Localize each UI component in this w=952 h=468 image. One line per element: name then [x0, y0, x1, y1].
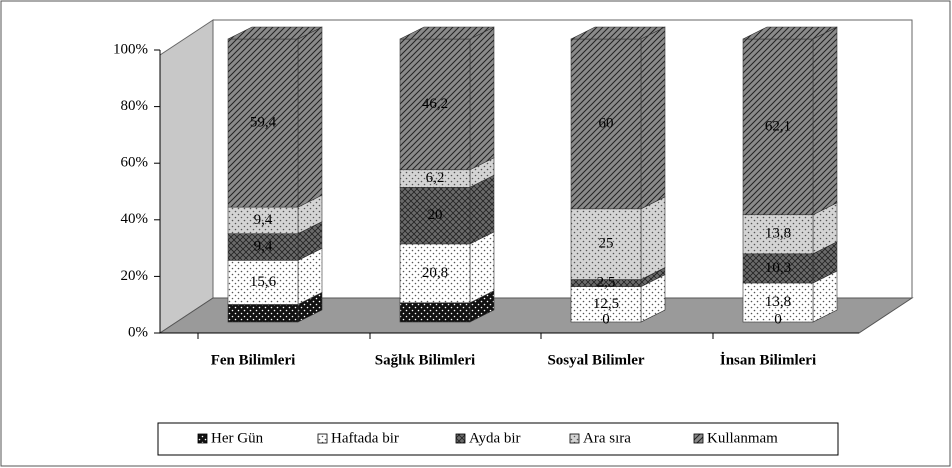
value-label: 0 [774, 311, 782, 327]
value-label: 25 [599, 236, 614, 252]
value-label: 13,8 [765, 226, 791, 242]
legend-swatch [455, 433, 466, 444]
legend-label: Ara sıra [583, 430, 631, 446]
bar-side [812, 26, 838, 216]
value-label: 2,5 [597, 275, 616, 291]
legend-label: Ayda bir [469, 430, 521, 446]
side-wall [159, 19, 214, 334]
y-tick-label: 0% [128, 324, 148, 340]
bar [399, 302, 471, 323]
bar [399, 186, 471, 245]
bar-top [227, 26, 323, 40]
value-label: 10,3 [765, 260, 791, 276]
bar [570, 208, 642, 280]
bar-side [640, 196, 666, 281]
value-label: 46,2 [422, 96, 448, 112]
legend-label: Haftada bir [331, 430, 399, 446]
bar [227, 233, 299, 261]
y-tick-label: 100% [113, 41, 148, 57]
bar [227, 304, 299, 323]
y-tick-label: 60% [121, 155, 149, 171]
y-tick-label: 40% [121, 211, 149, 227]
bar [742, 38, 814, 216]
bar [742, 253, 814, 284]
bar [399, 243, 471, 304]
bar [227, 260, 299, 305]
value-label: 9,4 [254, 238, 273, 254]
bar [570, 286, 642, 323]
legend-swatch [317, 433, 328, 444]
legend-swatch [569, 433, 580, 444]
bar-top [399, 26, 495, 40]
legend-label: Her Gün [211, 430, 264, 446]
x-tick-label: Sağlık Bilimleri [375, 352, 475, 368]
bar-side [469, 231, 495, 304]
bar [227, 206, 299, 235]
value-label: 20 [428, 207, 443, 223]
value-label: 15,6 [250, 274, 277, 290]
bar [399, 38, 471, 171]
bar [742, 282, 814, 323]
legend-swatch [693, 433, 704, 444]
y-tick-label: 80% [121, 98, 149, 114]
bar-side [469, 26, 495, 171]
value-label: 9,4 [254, 212, 273, 228]
bar-side [297, 26, 323, 208]
bar [570, 38, 642, 210]
value-label: 13,8 [765, 294, 791, 310]
bar-top [742, 26, 838, 40]
value-label: 60 [599, 115, 614, 131]
bar-side [640, 26, 666, 210]
x-tick-label: Sosyal Bilimler [547, 352, 644, 368]
x-tick-label: Fen Bilimleri [211, 352, 296, 368]
value-label: 62,1 [765, 118, 791, 134]
y-tick-label: 20% [121, 268, 149, 284]
legend-label: Kullanmam [707, 430, 778, 446]
value-label: 12,5 [593, 296, 619, 312]
value-label: 0 [602, 311, 610, 327]
legend [157, 422, 839, 456]
value-label: 20,8 [422, 265, 448, 281]
value-label: 6,2 [426, 170, 445, 186]
bar [227, 38, 299, 208]
bar [742, 214, 814, 255]
legend-swatch [197, 433, 208, 444]
value-label: 59,4 [250, 114, 277, 130]
x-tick-label: İnsan Bilimleri [720, 351, 816, 368]
bar-top [570, 26, 666, 40]
